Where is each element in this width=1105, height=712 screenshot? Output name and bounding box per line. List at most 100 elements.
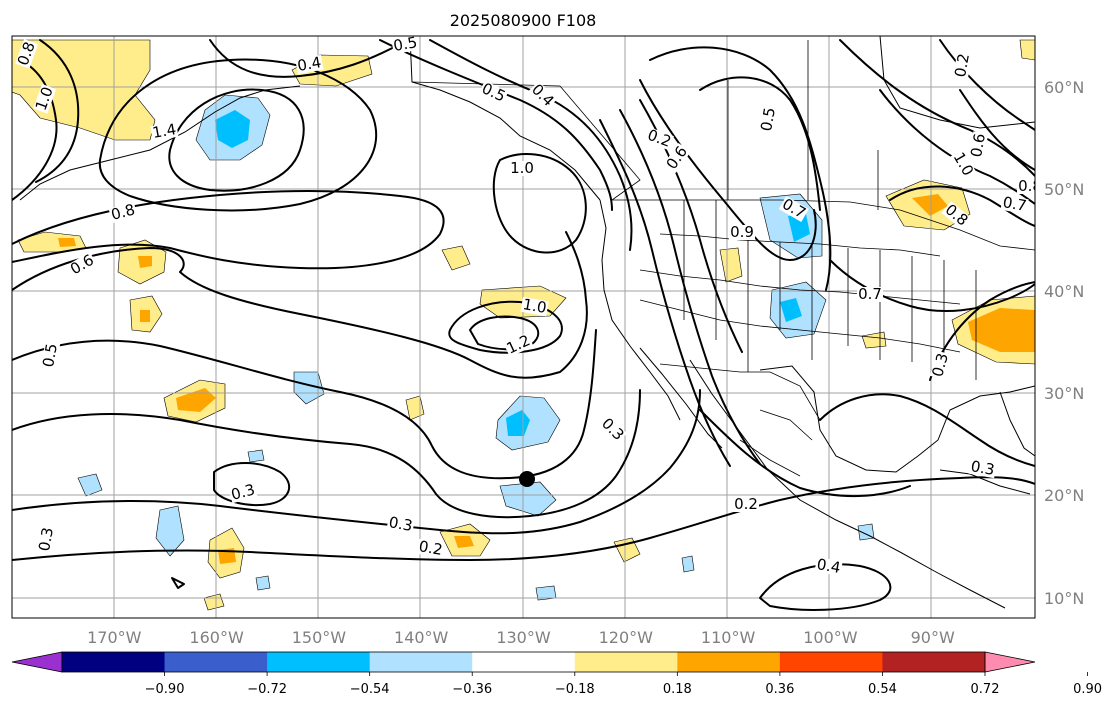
contour-label-background <box>527 81 557 111</box>
contour-label-background <box>386 514 415 535</box>
contour-label-background <box>67 251 98 278</box>
contour-label: 0.3 <box>968 457 997 479</box>
border-states-3 <box>639 299 961 353</box>
contour-label-background <box>108 202 138 224</box>
shade-negative-southern-rockies-core <box>780 298 802 322</box>
coast-cuba <box>939 469 1031 495</box>
coast-florida <box>999 391 1035 457</box>
contour-label-background <box>1000 194 1029 215</box>
contour-label: 0.7 <box>857 285 883 303</box>
colorbar-tick-label: 0.54 <box>868 682 897 697</box>
coast-hudson <box>879 36 1035 129</box>
shade-orange-west-1 <box>58 238 76 247</box>
shade-orange-great-lakes <box>912 194 948 216</box>
lat-tick-label: 60°N <box>1044 78 1084 97</box>
lat-tick-label: 40°N <box>1044 282 1084 301</box>
contour-label-background <box>968 131 989 160</box>
contour-label-background <box>416 538 445 559</box>
contour-0.6-north <box>649 46 832 291</box>
contour-lines <box>12 39 1035 611</box>
contour-label-background <box>15 39 39 69</box>
colorbar-tick-label: −0.90 <box>145 682 185 697</box>
coast-west-us <box>599 199 681 421</box>
contour-label-background <box>391 36 420 55</box>
contour-0.8-east <box>879 89 1035 205</box>
contour-label-text: 0.3 <box>387 513 414 535</box>
colorbar-segment <box>369 652 473 672</box>
contour-0.4 <box>12 389 641 519</box>
contour-label-text: 0.5 <box>392 33 419 55</box>
contour-0.4-alaska <box>379 39 613 211</box>
colorbar-segment <box>574 652 678 672</box>
contour-label-text: 0.3 <box>928 351 952 379</box>
colorbar-segment <box>779 652 883 672</box>
lon-tick-label: 150°W <box>292 628 347 647</box>
contour-label-text: 0.8 <box>109 200 137 224</box>
colorbar-tick-label: 0.18 <box>663 682 692 697</box>
colorbar-segment <box>267 652 371 672</box>
contour-south-loop <box>171 577 185 589</box>
contour-label-background <box>733 497 759 512</box>
contour-label-background <box>758 105 779 134</box>
contour-label: 0.8 <box>1017 177 1035 195</box>
contour-label-background <box>40 341 61 370</box>
coast-aleutians <box>19 85 301 201</box>
contour-0.5-outer <box>12 329 597 480</box>
contour-0.3-plains <box>829 259 1035 313</box>
contour-0.6 <box>12 231 588 379</box>
shade-orange-west-3 <box>140 310 150 322</box>
contour-label-background <box>930 350 952 380</box>
contour-label-background <box>644 127 674 151</box>
contour-label-background <box>478 80 509 106</box>
contour-label-text: 0.5 <box>757 106 779 133</box>
contour-aleutian-low-1 <box>168 88 305 192</box>
shade-negative-south-6 <box>255 575 271 591</box>
colorbar-tick-label: −0.54 <box>350 682 390 697</box>
contour-1.2 <box>469 315 540 351</box>
border-mexico-states <box>739 409 813 477</box>
colorbar-extend-low <box>11 651 63 673</box>
contour-0.2-south <box>12 476 1035 561</box>
contour-label-text: 0.5 <box>39 342 61 369</box>
lon-tick-label: 170°W <box>87 628 142 647</box>
contour-label-background <box>663 143 691 173</box>
map-frame <box>11 35 1036 619</box>
shade-positive-nw-corner <box>12 39 156 141</box>
figure-title: 2025080900 F108 <box>450 11 597 30</box>
contour-0.7-north <box>699 76 821 211</box>
border-states-1 <box>659 233 941 257</box>
contour-label-text: 0.4 <box>296 53 323 75</box>
contour-label-text: 1.4 <box>151 120 178 142</box>
contour-label: 0.9 <box>729 223 755 241</box>
contour-label-background <box>778 195 809 222</box>
contour-label-background <box>509 161 535 176</box>
contour-1.0-central <box>448 300 563 354</box>
lat-tick-label: 10°N <box>1044 589 1084 608</box>
storm-center-marker <box>519 471 535 487</box>
contour-label: 1.0 <box>520 295 549 317</box>
contour-label: 0.5 <box>39 341 61 370</box>
contour-label: 0.2 <box>644 126 674 151</box>
colorbar-segment <box>677 652 781 672</box>
contour-label: 0.2 <box>733 495 759 513</box>
contour-label-background <box>228 482 258 504</box>
contour-label-text: 0.7 <box>858 285 882 303</box>
contour-label-text: 0.3 <box>35 526 57 553</box>
contour-label: 1.4 <box>150 120 179 142</box>
contour-label-background <box>857 287 883 302</box>
contour-label: 0.3 <box>928 350 952 380</box>
shade-positive-rockies <box>719 247 743 283</box>
contour-label: 0.4 <box>814 555 843 577</box>
contour-label: 0.2 <box>416 537 445 559</box>
contour-label-background <box>150 121 179 142</box>
latitude-tick-labels: 60°N 50°N 40°N 30°N 20°N 10°N <box>1044 78 1084 608</box>
shade-positive-south-4 <box>613 537 641 563</box>
contour-label-text: 0.9 <box>730 223 754 241</box>
shade-positive-central-2 <box>441 245 471 271</box>
shade-orange-south-3 <box>454 536 474 548</box>
shade-negative-central-1 <box>293 371 325 405</box>
lon-tick-label: 130°W <box>496 628 551 647</box>
contour-label-text: 0.2 <box>417 537 444 559</box>
contour-label-background <box>597 415 627 445</box>
